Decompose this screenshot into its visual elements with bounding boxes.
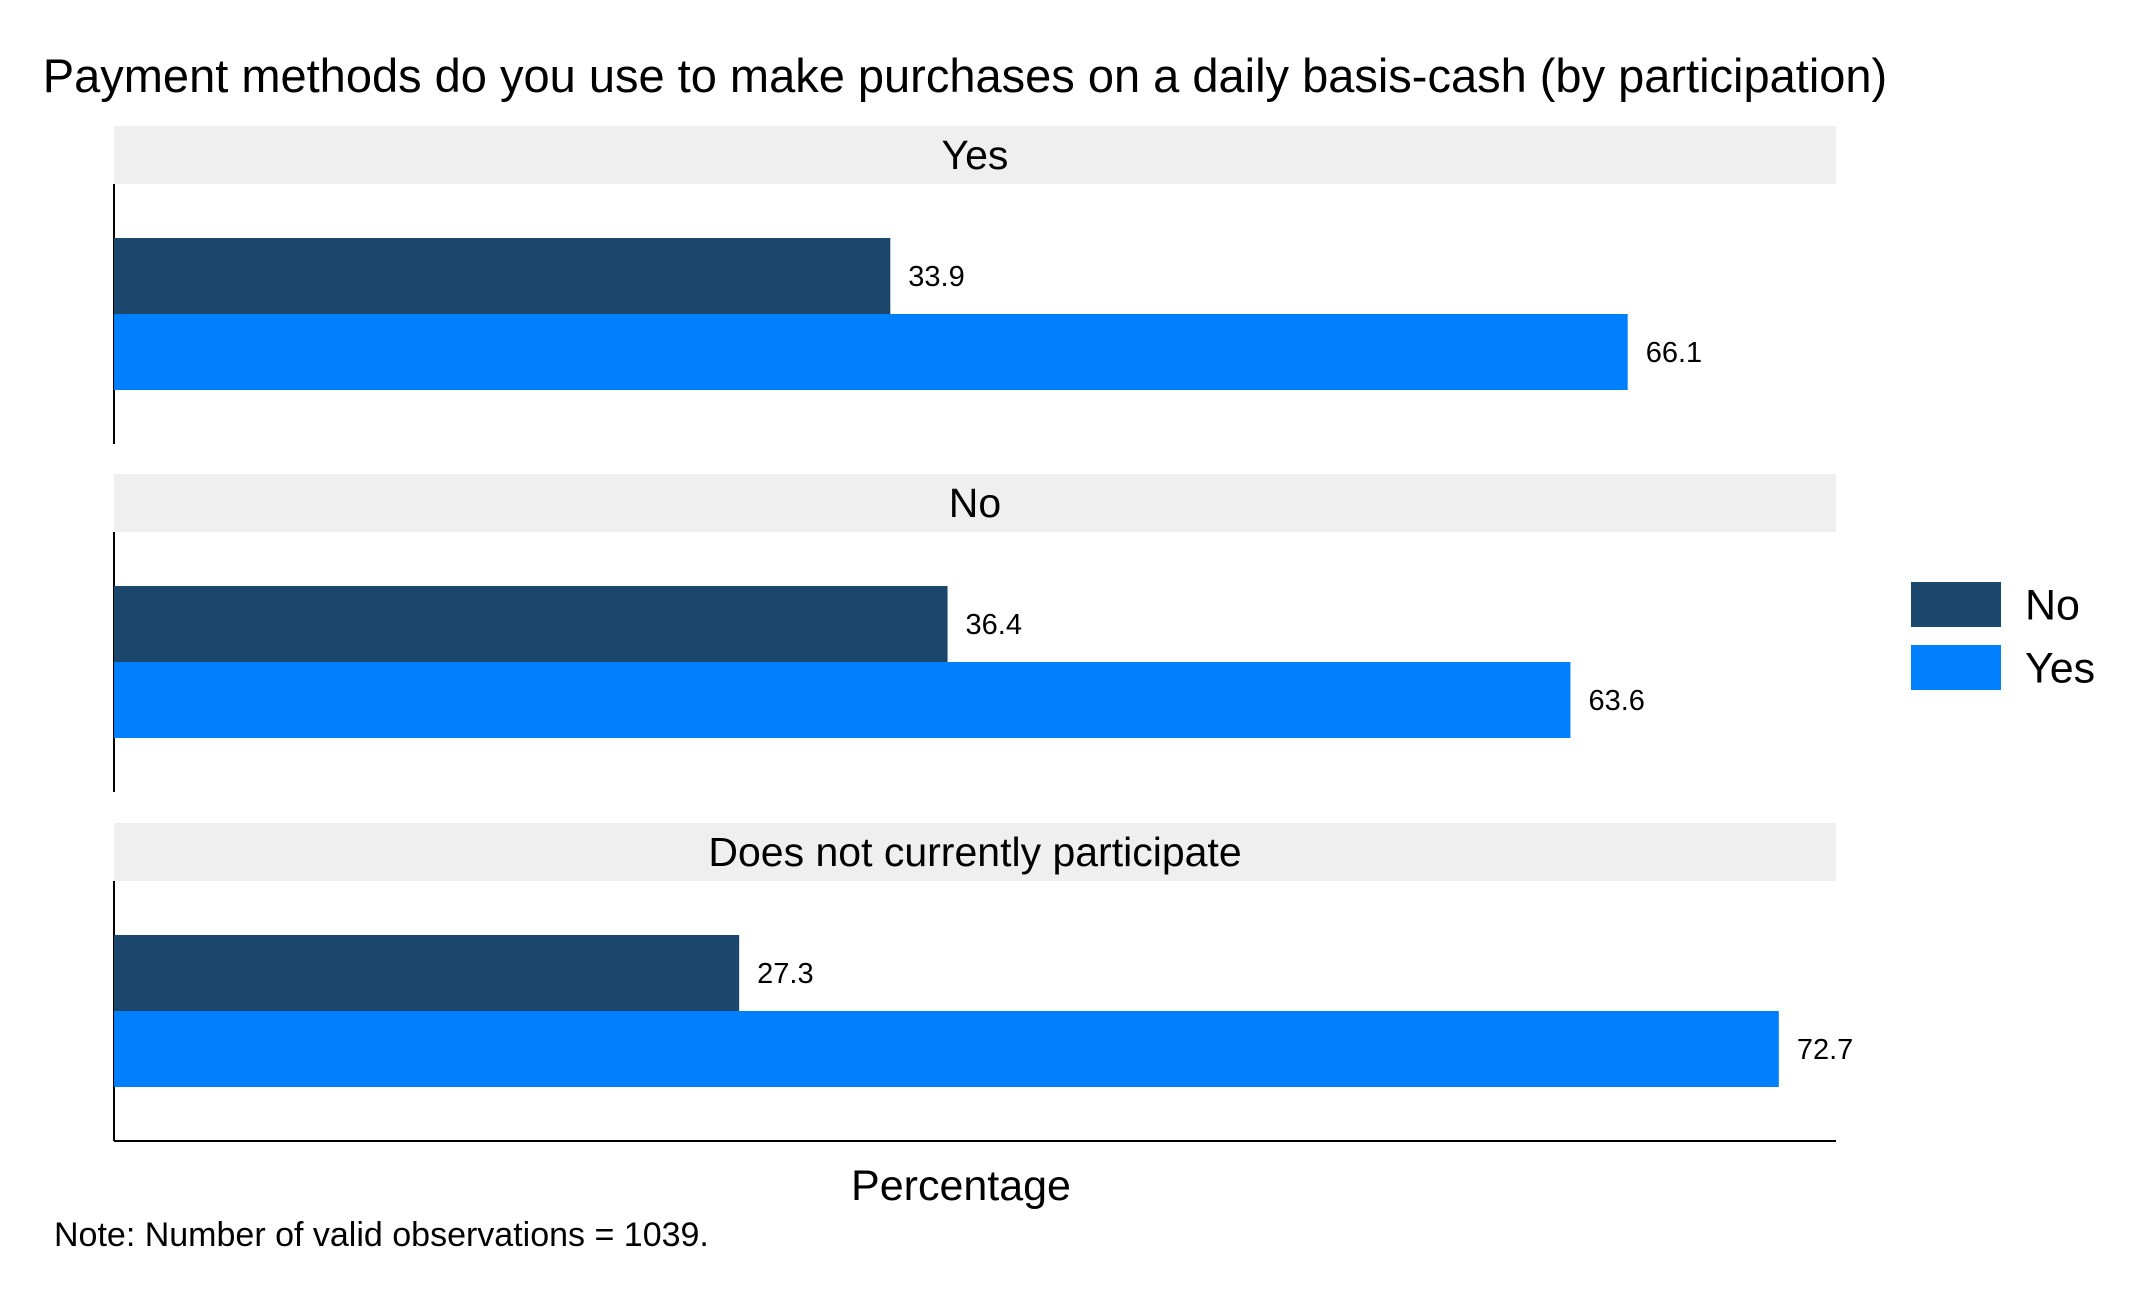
panel-strip-label: Does not currently participate [708, 829, 1241, 875]
bar-value-label: 63.6 [1588, 685, 1644, 717]
panel-strip [114, 823, 1836, 881]
panels: Yes 33.9 66.1 No 36.4 63.6 Does not currently … [113, 126, 1853, 1142]
bar-no [114, 238, 891, 314]
legend-label: Yes [2025, 645, 2095, 693]
x-axis-title: Percentage [851, 1162, 1071, 1210]
note: Note: Number of valid observations = 103… [54, 1216, 709, 1254]
legend-item-yes: Yes [1911, 645, 2095, 693]
bar-value-label: 72.7 [1797, 1034, 1853, 1066]
panel-1: No 36.4 63.6 [113, 474, 1836, 792]
panel-strip [114, 126, 1836, 184]
legend-swatch [1911, 645, 2001, 690]
panel-strip [114, 474, 1836, 532]
legend: No Yes [1911, 582, 2095, 693]
chart-title: Payment methods do you use to make purch… [43, 49, 1887, 102]
legend-item-no: No [1911, 582, 2080, 630]
bar-value-label: 33.9 [908, 261, 964, 293]
bar-value-label: 36.4 [966, 609, 1022, 641]
bar-value-label: 27.3 [757, 958, 813, 990]
bar-no [114, 586, 948, 662]
panel-0: Yes 33.9 66.1 [113, 126, 1836, 444]
legend-label: No [2025, 582, 2080, 630]
bar-yes [114, 662, 1571, 738]
panel-2: Does not currently participate 27.3 72.7 [113, 823, 1853, 1142]
bar-value-label: 66.1 [1646, 337, 1702, 369]
bar-yes [114, 314, 1628, 390]
panel-strip-label: Yes [942, 132, 1009, 178]
legend-swatch [1911, 582, 2001, 627]
bar-yes [114, 1011, 1779, 1087]
panel-strip-label: No [949, 480, 1001, 526]
bar-no [114, 935, 740, 1011]
